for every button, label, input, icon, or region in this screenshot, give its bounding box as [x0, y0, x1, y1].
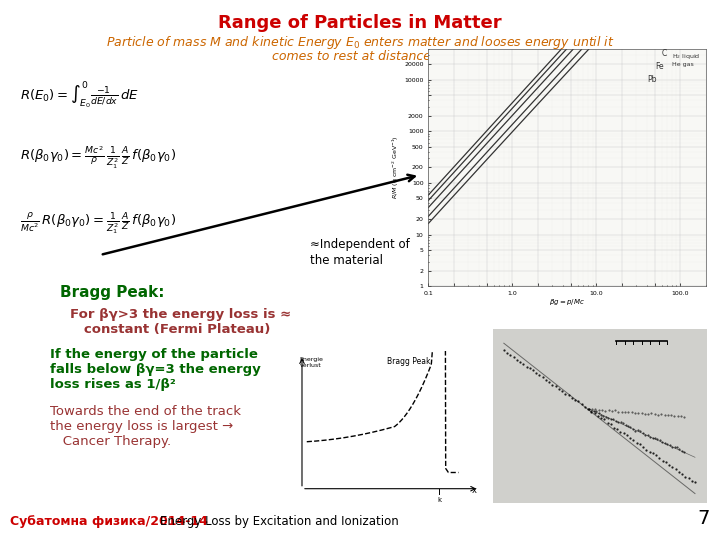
X-axis label: $\beta g = p/Mc$: $\beta g = p/Mc$	[549, 298, 585, 307]
Text: Range of Particles in Matter: Range of Particles in Matter	[218, 14, 502, 32]
Text: $R(\beta_0\gamma_0) = \frac{Mc^2}{\rho}\,\frac{1}{Z_1^2}\,\frac{A}{Z}\,f(\beta_0: $R(\beta_0\gamma_0) = \frac{Mc^2}{\rho}\…	[20, 145, 176, 171]
Text: If the energy of the particle: If the energy of the particle	[50, 348, 258, 361]
Text: Energy Loss by Excitation and Ionization: Energy Loss by Excitation and Ionization	[160, 515, 399, 528]
Text: $R(E_0) = \int_{E_0}^{0} \frac{-1}{dE/dx}\,dE$: $R(E_0) = \int_{E_0}^{0} \frac{-1}{dE/dx…	[20, 80, 139, 111]
Text: k: k	[437, 497, 441, 503]
Text: Bragg Peak:: Bragg Peak:	[60, 285, 164, 300]
Text: C: C	[662, 49, 667, 58]
Y-axis label: $R/M$ (g cm$^{-2}$ GeV$^{-1}$): $R/M$ (g cm$^{-2}$ GeV$^{-1}$)	[391, 136, 401, 199]
Text: Particle of mass M and kinetic Energy E$_0$ enters matter and looses energy unti: Particle of mass M and kinetic Energy E$…	[106, 34, 614, 51]
Text: Bragg Peak: Bragg Peak	[387, 357, 430, 367]
Text: For βγ>3 the energy loss is ≈: For βγ>3 the energy loss is ≈	[70, 308, 292, 321]
Text: loss rises as 1/β²: loss rises as 1/β²	[50, 378, 176, 391]
Text: Субатомна физика/2014-14: Субатомна физика/2014-14	[10, 515, 208, 528]
Text: Pb: Pb	[647, 75, 657, 84]
Text: Towards the end of the track: Towards the end of the track	[50, 405, 241, 418]
Text: He gas: He gas	[672, 62, 694, 66]
Text: $\frac{\rho}{Mc^2}\,R(\beta_0\gamma_0) = \frac{1}{Z_1^2}\,\frac{A}{Z}\,f(\beta_0: $\frac{\rho}{Mc^2}\,R(\beta_0\gamma_0) =…	[20, 210, 176, 235]
Text: comes to rest at distance R.: comes to rest at distance R.	[272, 50, 448, 63]
Text: Fe: Fe	[655, 62, 664, 71]
Text: ≈Independent of: ≈Independent of	[310, 238, 410, 251]
Text: H$_2$ liquid: H$_2$ liquid	[672, 52, 701, 61]
Text: Energie
verlust: Energie verlust	[300, 357, 323, 368]
Text: the material: the material	[310, 254, 383, 267]
Text: the energy loss is largest →: the energy loss is largest →	[50, 420, 233, 433]
Text: x: x	[472, 486, 477, 495]
Text: falls below βγ=3 the energy: falls below βγ=3 the energy	[50, 363, 261, 376]
Text: 7: 7	[698, 509, 710, 528]
Text: Cancer Therapy.: Cancer Therapy.	[50, 435, 171, 448]
Text: constant (Fermi Plateau): constant (Fermi Plateau)	[70, 323, 271, 336]
